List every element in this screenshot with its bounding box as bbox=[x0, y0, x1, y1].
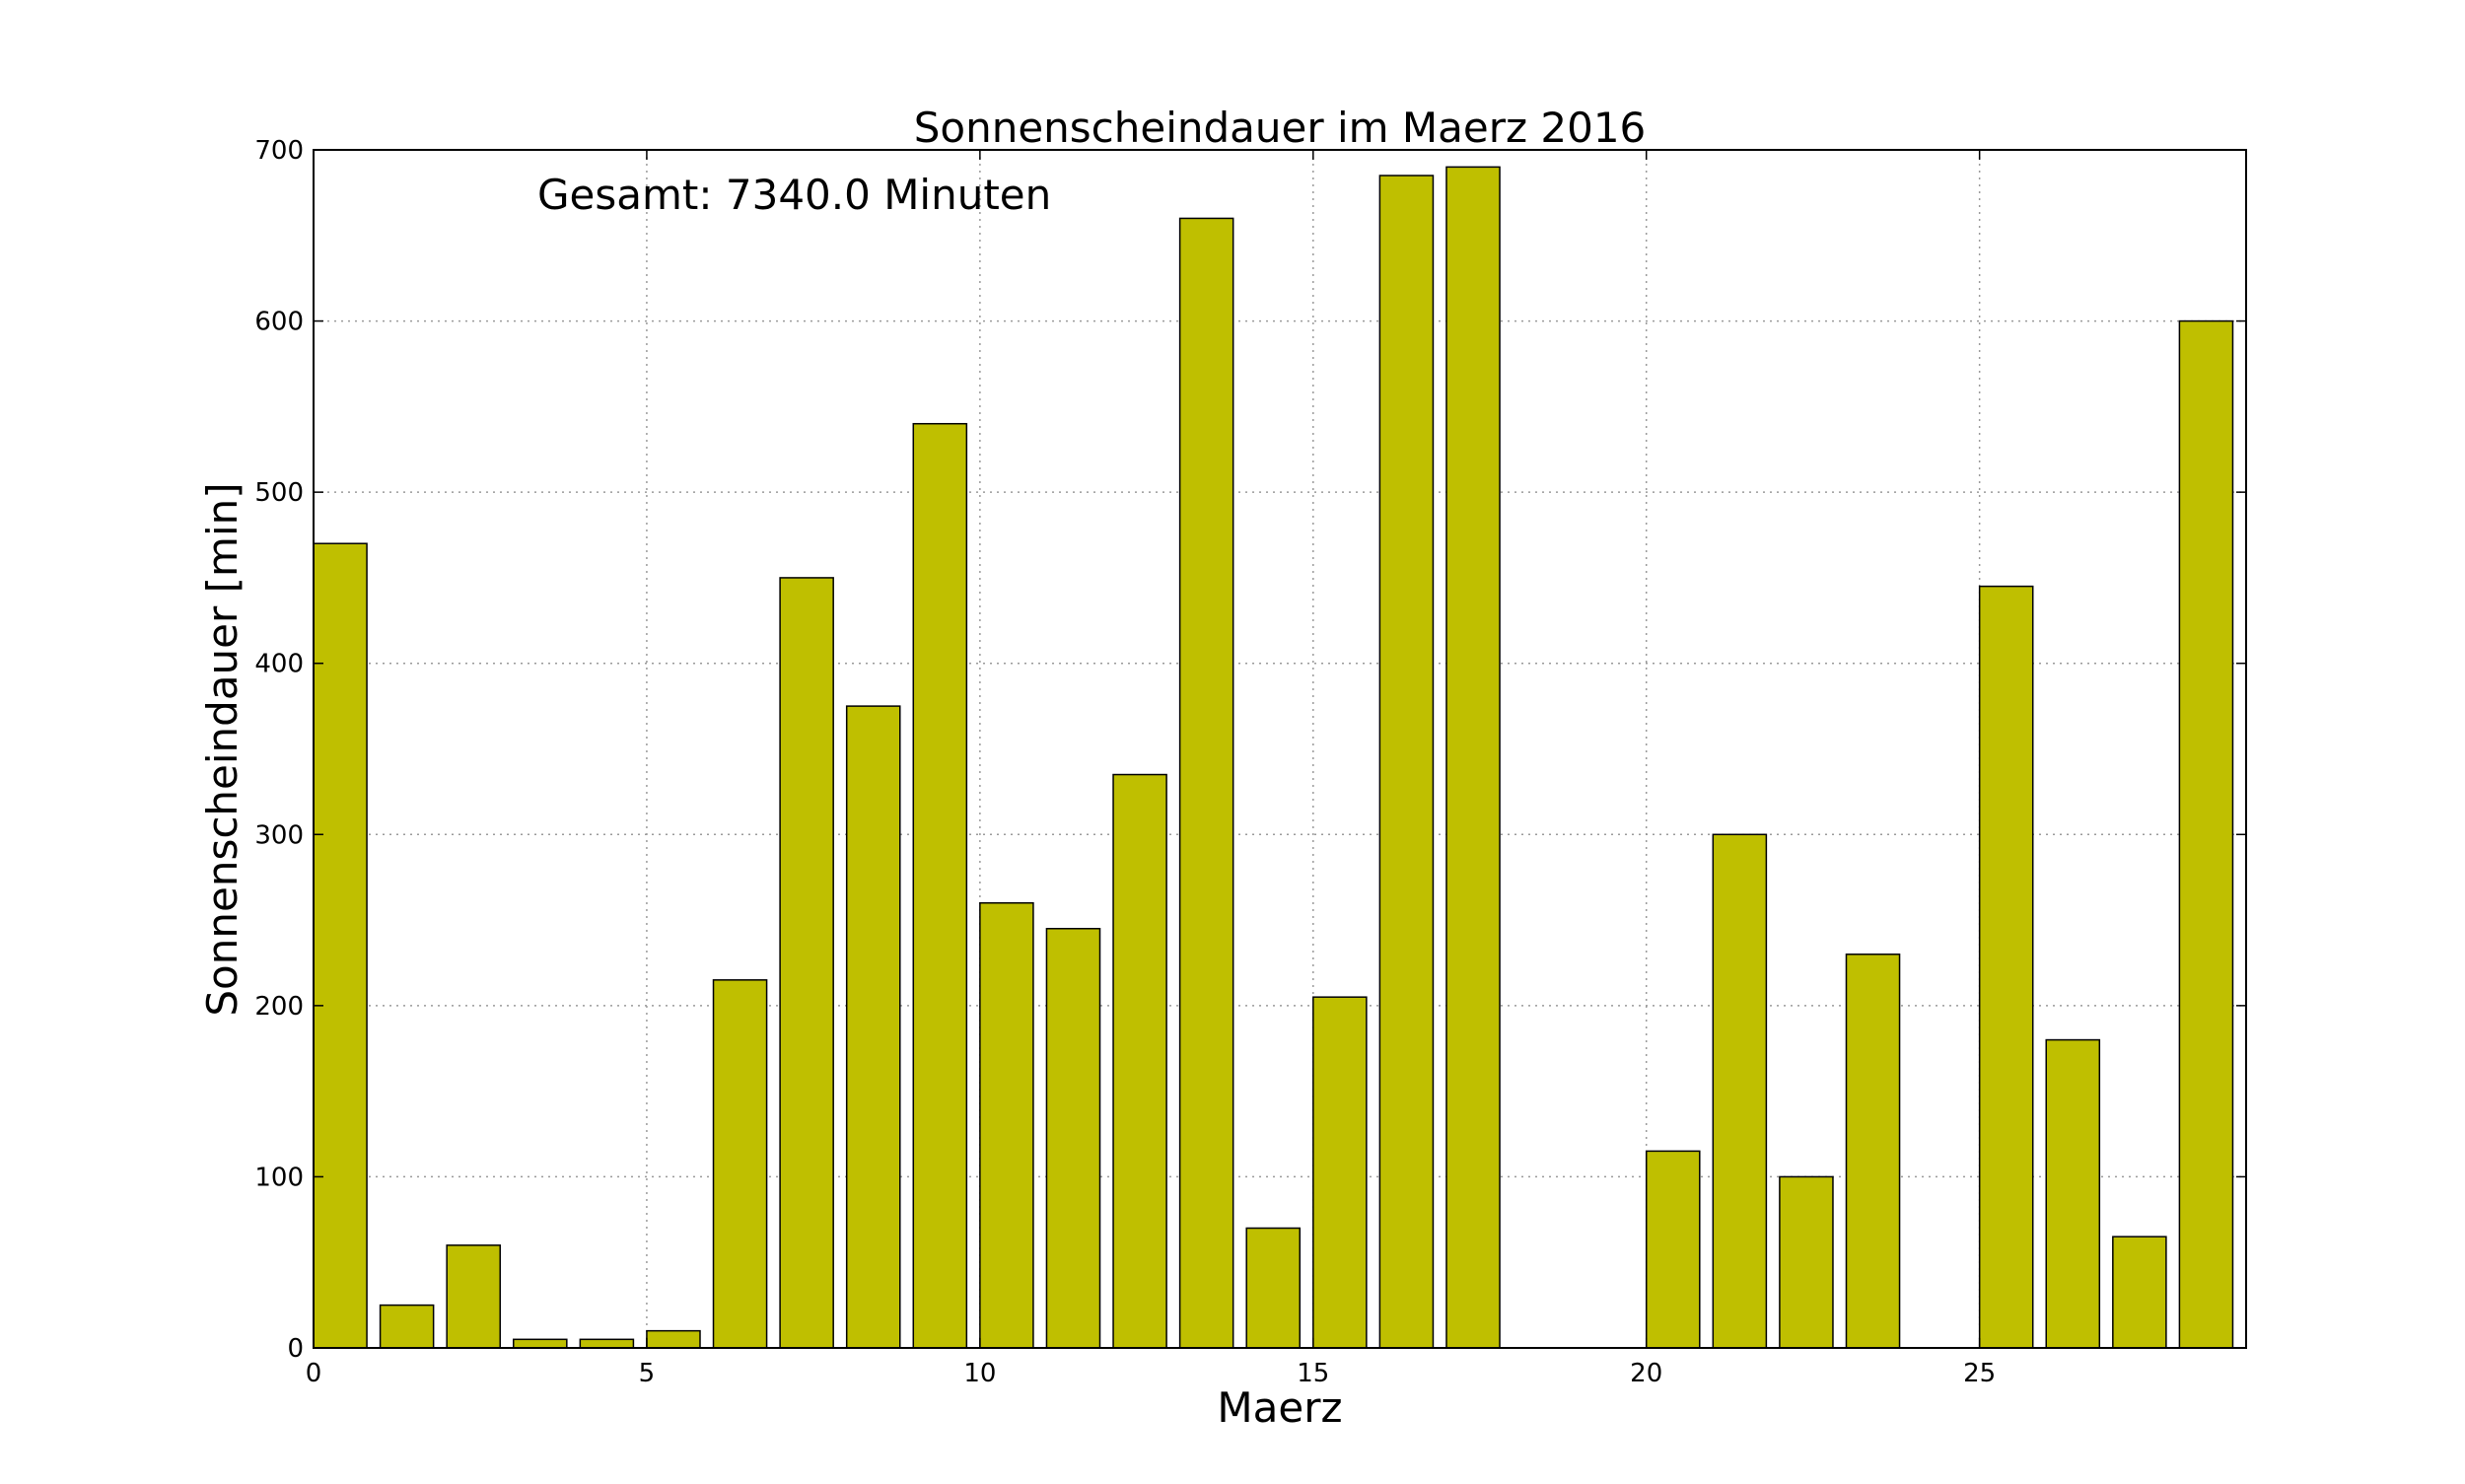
bar bbox=[2112, 1236, 2167, 1349]
bar bbox=[446, 1244, 501, 1349]
bar bbox=[1378, 175, 1435, 1349]
x-tick-label: 10 bbox=[963, 1359, 996, 1388]
bar bbox=[1779, 1175, 1834, 1349]
bar bbox=[579, 1338, 635, 1349]
plot-frame bbox=[313, 149, 2247, 1349]
bar bbox=[2045, 1038, 2101, 1349]
bar bbox=[513, 1338, 568, 1349]
grid-lines bbox=[314, 150, 2246, 1348]
bar bbox=[845, 705, 901, 1349]
bar bbox=[1178, 217, 1234, 1349]
bar bbox=[1245, 1227, 1302, 1349]
y-tick-label: 200 bbox=[254, 992, 304, 1022]
x-tick-label: 20 bbox=[1630, 1359, 1662, 1388]
x-tick-label: 25 bbox=[1963, 1359, 1996, 1388]
bar bbox=[912, 422, 968, 1349]
bar bbox=[2178, 319, 2234, 1349]
bar bbox=[712, 979, 768, 1349]
bar bbox=[646, 1329, 701, 1349]
y-tick-label: 700 bbox=[254, 136, 304, 166]
bar bbox=[1045, 928, 1101, 1349]
bar bbox=[1112, 773, 1167, 1349]
y-tick-label: 400 bbox=[254, 650, 304, 679]
x-tick-label: 15 bbox=[1297, 1359, 1329, 1388]
x-tick-label: 0 bbox=[306, 1359, 322, 1388]
bar bbox=[1845, 954, 1901, 1349]
x-tick-label: 5 bbox=[639, 1359, 656, 1388]
y-tick-label: 0 bbox=[287, 1334, 304, 1364]
axis-ticks: 0 5 10 15 20 25 0 100 200 300 400 500 600 700 bbox=[254, 136, 2246, 1388]
bar bbox=[1645, 1150, 1701, 1349]
bars bbox=[313, 166, 2234, 1349]
y-axis-label: Sonnenscheindauer [min] bbox=[198, 482, 246, 1016]
bar bbox=[979, 901, 1034, 1349]
bar bbox=[313, 542, 368, 1349]
bar bbox=[1978, 585, 2034, 1349]
x-axis-label: Maerz bbox=[1217, 1383, 1342, 1432]
bar bbox=[1312, 996, 1368, 1349]
bar bbox=[779, 577, 834, 1349]
y-tick-label: 600 bbox=[254, 308, 304, 337]
bar bbox=[1712, 833, 1768, 1349]
y-tick-label: 300 bbox=[254, 820, 304, 850]
bar bbox=[379, 1304, 435, 1349]
chart-title: Sonnenscheindauer im Maerz 2016 bbox=[914, 104, 1647, 152]
total-annotation: Gesamt: 7340.0 Minuten bbox=[537, 171, 1051, 219]
y-tick-label: 100 bbox=[254, 1163, 304, 1192]
bar bbox=[1445, 166, 1501, 1349]
y-tick-label: 500 bbox=[254, 478, 304, 508]
